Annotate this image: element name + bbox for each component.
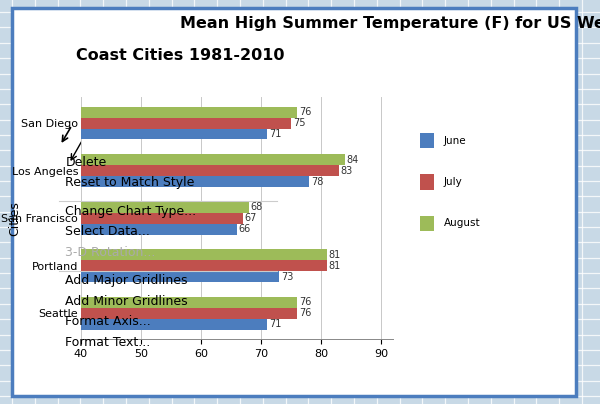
Text: Cities: Cities [8, 201, 22, 236]
Bar [81, 202, 249, 213]
FancyBboxPatch shape [12, 8, 576, 396]
Text: Format Text...: Format Text... [65, 336, 151, 349]
Bar [81, 107, 297, 118]
Text: Mean High Summer Temperature (F) for US West: Mean High Summer Temperature (F) for US … [180, 16, 600, 31]
Text: 81: 81 [329, 250, 341, 260]
Bar [81, 249, 327, 260]
Text: 73: 73 [281, 271, 293, 282]
Bar [81, 271, 279, 282]
Text: Coast Cities 1981-2010: Coast Cities 1981-2010 [76, 48, 284, 63]
Text: July: July [444, 177, 463, 187]
Bar [420, 133, 434, 148]
Bar [81, 128, 267, 139]
Text: 67: 67 [245, 213, 257, 223]
Text: 83: 83 [341, 166, 353, 176]
Bar [81, 297, 297, 308]
Text: 76: 76 [299, 308, 311, 318]
Text: Change Chart Type...: Change Chart Type... [65, 205, 197, 218]
Text: 71: 71 [269, 129, 281, 139]
Bar [81, 118, 291, 128]
Text: Reset to Match Style: Reset to Match Style [65, 176, 195, 189]
Bar [81, 176, 309, 187]
Text: Format Axis...: Format Axis... [65, 316, 151, 328]
Text: Delete: Delete [65, 156, 107, 168]
Text: 76: 76 [299, 107, 311, 117]
Text: 66: 66 [239, 224, 251, 234]
Text: 71: 71 [269, 319, 281, 329]
Bar [81, 213, 243, 224]
Bar [81, 154, 345, 165]
Bar [81, 165, 339, 176]
Bar [81, 224, 237, 235]
Text: June: June [444, 136, 467, 145]
Text: 75: 75 [293, 118, 305, 128]
Text: 68: 68 [251, 202, 263, 212]
Text: 78: 78 [311, 177, 323, 187]
Text: Add Minor Gridlines: Add Minor Gridlines [65, 295, 188, 308]
Bar [420, 216, 434, 231]
Text: 76: 76 [299, 297, 311, 307]
Text: Add Major Gridlines: Add Major Gridlines [65, 274, 188, 288]
Bar [420, 174, 434, 190]
Bar [81, 308, 297, 319]
Bar [81, 260, 327, 271]
Text: Select Data...: Select Data... [65, 225, 150, 238]
Text: 81: 81 [329, 261, 341, 271]
Bar [81, 319, 267, 330]
Text: 84: 84 [347, 155, 359, 165]
Text: 3-D Rotation...: 3-D Rotation... [65, 246, 156, 259]
Text: August: August [444, 218, 481, 228]
